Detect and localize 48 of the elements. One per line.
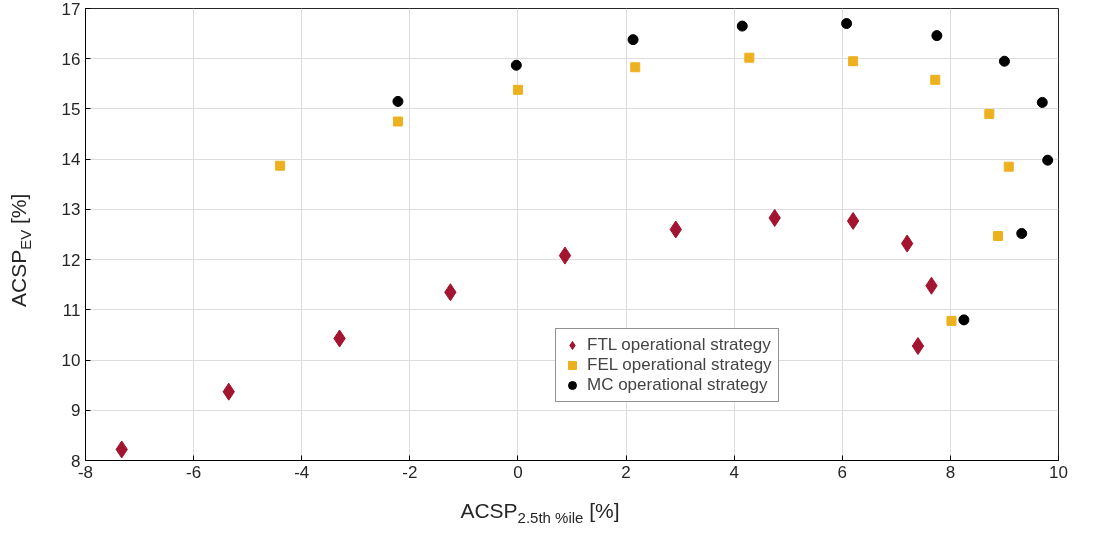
y-tick-label: 12: [61, 250, 81, 270]
point: [392, 116, 403, 127]
point: [984, 108, 995, 119]
x-tick-label: 6: [837, 462, 848, 482]
point: [512, 84, 523, 95]
point: [275, 160, 286, 171]
legend-label: MC operational strategy: [587, 375, 768, 395]
point: [1003, 161, 1014, 172]
x-tick-label: -4: [294, 462, 310, 482]
x-tick-label: 10: [1049, 462, 1068, 482]
point: [1042, 154, 1054, 166]
x-tick-label: 0: [513, 462, 523, 482]
y-tick-label: 16: [61, 49, 81, 69]
point: [630, 62, 641, 73]
y-tick-label: 9: [71, 401, 81, 421]
point: [958, 314, 970, 326]
y-tick-label: 14: [61, 150, 81, 170]
legend-label: FEL operational strategy: [587, 355, 772, 375]
point: [998, 55, 1010, 67]
x-tick-label: 4: [729, 462, 739, 482]
point: [744, 52, 755, 63]
point: [1016, 228, 1028, 239]
point: [848, 56, 859, 67]
point: [510, 59, 522, 71]
y-tick-label: 15: [61, 99, 81, 119]
point: [946, 315, 957, 326]
y-tick-label: 13: [61, 200, 81, 220]
y-tick-label: 17: [61, 0, 81, 19]
legend-label: FTL operational strategy: [587, 335, 771, 355]
point: [930, 74, 941, 85]
point: [900, 234, 914, 253]
x-tick-label: -2: [402, 462, 418, 482]
point: [992, 231, 1003, 242]
x-tick-label: 2: [621, 462, 631, 482]
point: [1036, 96, 1048, 108]
point: [846, 211, 860, 230]
x-axis-title: ACSP$_{2.5th %ile}$ [%]: [459, 498, 621, 529]
point: [627, 34, 639, 46]
point: [841, 18, 853, 30]
y-tick-label: 11: [62, 300, 81, 320]
y-tick-label: 10: [61, 351, 81, 371]
x-tick-label: -6: [186, 462, 202, 482]
point: [736, 20, 748, 32]
point: [392, 95, 404, 107]
x-tick-label: 8: [945, 462, 956, 482]
point: [931, 30, 943, 42]
point: [911, 336, 925, 355]
point: [558, 246, 572, 265]
